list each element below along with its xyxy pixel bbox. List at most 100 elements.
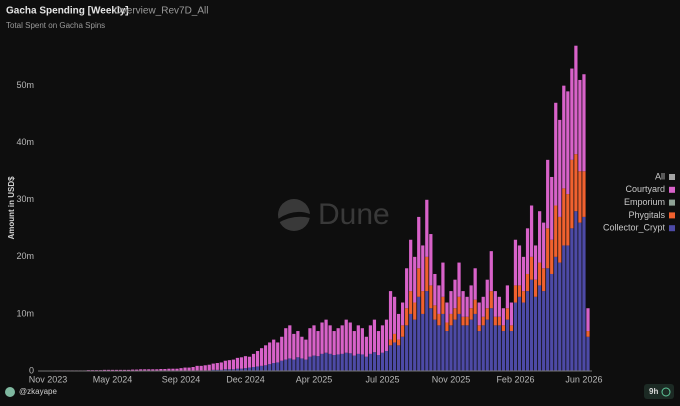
bar-segment [578, 222, 582, 371]
bar-segment [497, 316, 501, 326]
bar-segment [288, 358, 292, 371]
bar-segment [332, 331, 336, 356]
bar-segment [264, 345, 268, 366]
bar-segment [457, 296, 461, 314]
bar-segment [489, 308, 493, 371]
legend-label[interactable]: All [655, 171, 665, 181]
bar-segment [566, 245, 570, 371]
bar-segment [219, 369, 223, 371]
query-name[interactable]: Overview_Rev7D_All [114, 6, 208, 17]
bar-segment [223, 360, 227, 370]
bar-segment [324, 319, 328, 353]
watermark: Dune [278, 198, 390, 231]
bar-segment [429, 234, 433, 286]
legend-label[interactable]: Courtyard [625, 184, 665, 194]
bar-segment [562, 85, 566, 189]
bar-segment [135, 369, 139, 371]
bar-segment [272, 363, 276, 371]
bar-segment [396, 345, 401, 371]
bar-segment [513, 239, 518, 286]
bar-segment [409, 239, 413, 292]
bar-segment [272, 339, 276, 364]
legend-swatch[interactable] [669, 186, 675, 193]
bar-segment [550, 239, 554, 274]
bar-segment [558, 262, 562, 371]
legend-swatch[interactable] [669, 199, 675, 206]
bar-segment [570, 228, 574, 371]
bar-segment [517, 296, 522, 371]
bar-segment [449, 313, 453, 326]
author-avatar[interactable] [5, 387, 15, 397]
bar-segment [558, 216, 562, 263]
bar-segment [239, 357, 244, 369]
bar-segment [461, 316, 465, 326]
x-tick-label: Nov 2025 [432, 374, 471, 384]
bar-segment [413, 319, 417, 371]
bar-segment [574, 211, 578, 371]
legend-swatch[interactable] [669, 174, 675, 180]
author[interactable]: @zkayape [19, 387, 57, 396]
bar-segment [425, 199, 429, 257]
bar-segment [550, 176, 554, 240]
bar-segment [215, 369, 219, 371]
bar-segment [566, 91, 570, 195]
bar-segment [457, 313, 461, 371]
bar-segment [578, 171, 582, 223]
bar-segment [554, 205, 558, 257]
bar-segment [368, 325, 373, 354]
bar-segment [405, 308, 409, 326]
bar-segment [562, 188, 566, 246]
bar-segment [332, 355, 336, 371]
bar-segment [562, 245, 566, 371]
legend-swatch[interactable] [669, 225, 675, 232]
bar-segment [465, 325, 469, 371]
legend-label[interactable]: Phygitals [628, 210, 665, 220]
bar-segment [501, 325, 505, 332]
legend-label[interactable]: Collector_Crypt [603, 223, 666, 233]
bar-segment [441, 313, 445, 371]
bar-segment [489, 251, 493, 292]
bar-segment [203, 365, 207, 371]
bar-segment [574, 45, 578, 155]
bar-segment [409, 313, 413, 371]
bar-segment [445, 302, 449, 323]
bar-segment [525, 273, 530, 292]
bar-segment [421, 313, 425, 371]
bar-segment [364, 356, 368, 371]
bar-segment [501, 331, 505, 371]
bar-segment [102, 369, 107, 371]
bar-segment [159, 369, 163, 371]
bar-segment [481, 325, 485, 371]
bar-segment [497, 325, 501, 371]
bar-segment [352, 331, 356, 356]
bar-segment [195, 365, 199, 371]
bar-segment [336, 328, 340, 355]
bar-segment [352, 355, 356, 371]
bar-segment [227, 369, 231, 371]
bar-segment [348, 322, 352, 354]
bar-segment [473, 313, 477, 371]
bar-segment [127, 369, 131, 371]
bar-segment [469, 319, 473, 371]
bar-segment [513, 285, 518, 303]
legend-label[interactable]: Emporium [624, 197, 665, 207]
bar-segment [255, 366, 260, 371]
bar-segment [251, 353, 256, 368]
bar-segment [147, 369, 151, 371]
bar-segment [493, 325, 497, 371]
bar-segment [268, 364, 272, 371]
y-tick-label: 20m [16, 251, 34, 261]
legend-swatch[interactable] [669, 212, 675, 219]
bar-segment [296, 357, 300, 371]
bar-segment [465, 316, 469, 326]
bar-segment [477, 331, 481, 371]
bar-segment [251, 367, 256, 371]
x-tick-label: Jun 2026 [565, 374, 602, 384]
x-tick-label: Dec 2024 [226, 374, 265, 384]
bar-segment [199, 365, 203, 371]
bar-segment [392, 342, 397, 371]
bar-segment [538, 211, 542, 263]
bar-segment [546, 228, 550, 269]
bar-segment [413, 256, 417, 303]
